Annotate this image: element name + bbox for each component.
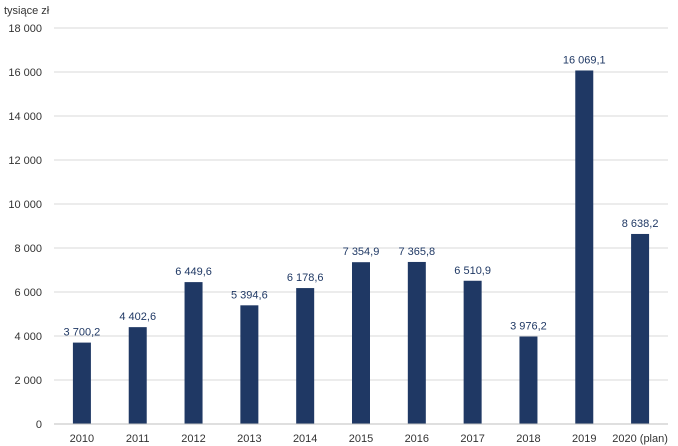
y-tick-label: 8 000: [14, 243, 42, 255]
y-tick-label: 14 000: [8, 111, 42, 123]
y-tick-label: 2 000: [14, 375, 42, 387]
bar-2015: [352, 262, 370, 424]
x-tick-label: 2012: [181, 433, 205, 445]
bar-2010: [72, 342, 91, 424]
y-tick-label: 12 000: [8, 155, 42, 167]
y-tick-label: 16 000: [8, 67, 42, 79]
x-tick-label: 2017: [460, 433, 484, 445]
data-label: 3 976,2: [510, 321, 547, 333]
data-label: 4 402,6: [119, 311, 156, 323]
bar-2016: [407, 261, 426, 424]
y-axis-ticks: 0 2 000 4 000 6 000 8 000 10 000 12 000 14 000 1…: [8, 23, 42, 431]
y-tick-label: 10 000: [8, 199, 42, 211]
data-label: 7 354,9: [343, 246, 380, 258]
bar-2014: [296, 288, 315, 424]
x-tick-label: 2020 (plan): [612, 433, 668, 445]
data-label: 6 510,9: [454, 265, 491, 277]
x-tick-label: 2011: [126, 433, 150, 445]
data-label: 16 069,1: [563, 54, 606, 66]
x-tick-label: 2014: [293, 433, 317, 445]
bar-2020-plan: [631, 233, 650, 424]
data-label: 6 449,6: [175, 266, 212, 278]
x-tick-label: 2010: [70, 433, 94, 445]
x-tick-label: 2015: [349, 433, 373, 445]
x-tick-label: 2018: [516, 433, 540, 445]
x-axis-labels: 2010 2011 2012 2013 2014 2015 2016 2017 2018 2019…: [70, 433, 668, 445]
bar-2017: [463, 280, 482, 424]
data-label: 3 700,2: [64, 327, 101, 339]
y-tick-label: 6 000: [14, 287, 42, 299]
data-labels: 3 700,2 4 402,6 6 449,6 5 394,6 6 178,6 7 354…: [64, 54, 659, 338]
x-tick-label: 2019: [572, 433, 596, 445]
data-label: 6 178,6: [287, 272, 324, 284]
bars: [72, 70, 650, 424]
y-tick-label: 18 000: [8, 23, 42, 35]
bar-2019: [575, 70, 594, 424]
y-tick-label: 4 000: [14, 331, 42, 343]
bar-2018: [519, 336, 538, 424]
bar-2012: [184, 282, 203, 424]
x-tick-label: 2016: [405, 433, 429, 445]
y-tick-label: 0: [36, 419, 42, 431]
data-label: 8 638,2: [622, 218, 659, 230]
bar-2013: [240, 305, 259, 424]
data-label: 7 365,8: [398, 246, 435, 258]
gridlines: [54, 27, 668, 381]
x-tick-label: 2013: [237, 433, 261, 445]
bar-2011: [128, 327, 147, 424]
y-axis-unit-label: tysiące zł: [4, 5, 50, 17]
data-label: 5 394,6: [231, 289, 268, 301]
